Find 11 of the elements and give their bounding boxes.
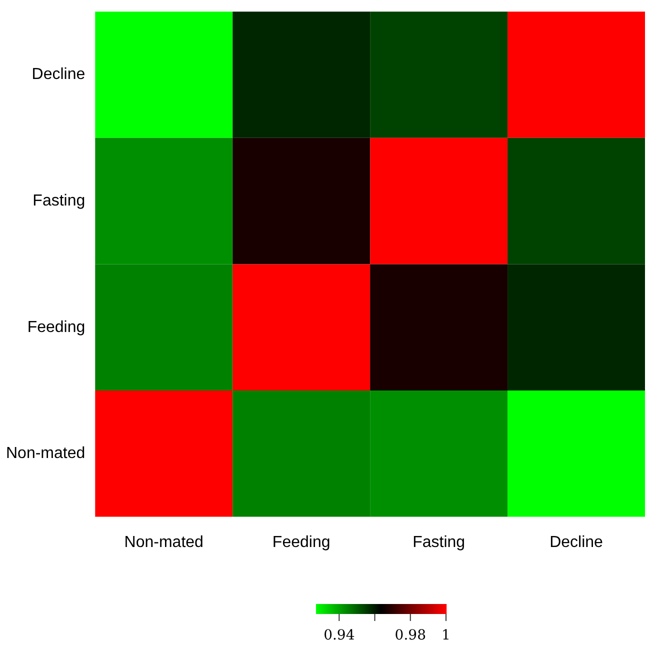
x-tick-label: Fasting [412, 534, 466, 551]
x-tick-label: Feeding [272, 534, 330, 551]
x-tick-label: Decline [550, 534, 604, 551]
y-tick-label: Decline [32, 66, 86, 84]
x-tick-label: Non-mated [124, 534, 204, 551]
y-tick-label: Feeding [27, 318, 86, 336]
color-bar-label: 1 [442, 628, 450, 644]
y-tick-label: Non-mated [6, 445, 86, 462]
color-bar-label: 0.98 [394, 628, 426, 644]
color-bar-label: 0.94 [324, 628, 355, 644]
y-tick-label: Fasting [32, 192, 86, 210]
